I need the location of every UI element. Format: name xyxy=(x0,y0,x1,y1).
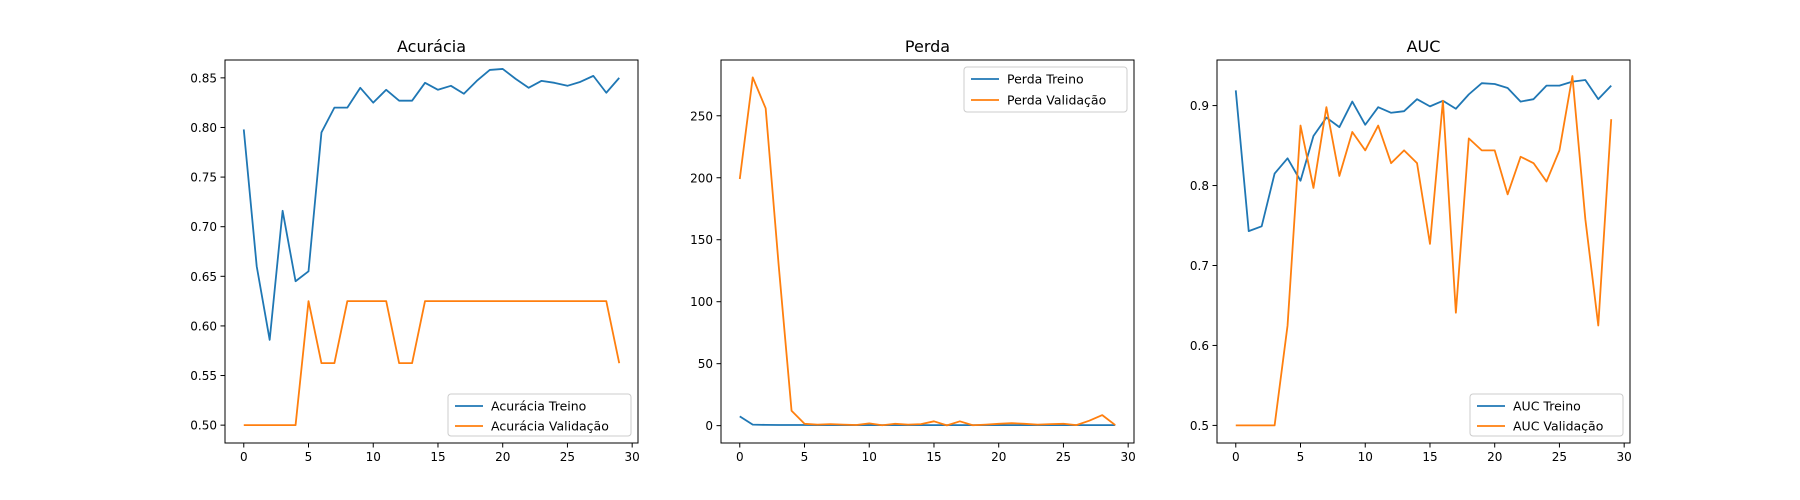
chart-title: Acurácia xyxy=(397,37,466,56)
y-tick-label: 0.7 xyxy=(1190,259,1209,273)
legend-box xyxy=(447,393,632,437)
axis-ticks: 0 5 10 15 20 25 30 0.50 0.55 0.60 0.65 0.70 0.75 0.80… xyxy=(190,71,640,464)
x-tick-label: 5 xyxy=(801,450,809,464)
y-tick-label: 200 xyxy=(690,171,713,185)
x-tick-label: 20 xyxy=(495,450,510,464)
chart-title: Perda xyxy=(905,37,950,56)
subplot-auc: AUC 0 5 10 15 20 25 30 0.5 0.6 0.7 0.8 0.9 AUC Trei… xyxy=(1190,37,1632,464)
plot-frame xyxy=(1216,59,1631,444)
legend-label-treino: Perda Treino xyxy=(1007,72,1084,87)
series-line-perda-valida-o xyxy=(738,76,1116,427)
legend: AUC Treino AUC Validação xyxy=(1469,393,1624,437)
x-tick-label: 0 xyxy=(240,450,248,464)
legend: Perda Treino Perda Validação xyxy=(963,66,1128,113)
y-tick-label: 0.50 xyxy=(190,419,217,433)
y-tick-label: 0.80 xyxy=(190,121,217,135)
series-line-acur-cia-valida-o xyxy=(243,300,621,427)
x-tick-label: 30 xyxy=(1121,450,1136,464)
legend-label-validacao: Perda Validação xyxy=(1007,93,1106,108)
legend: Acurácia Treino Acurácia Validação xyxy=(447,393,632,437)
series-line-acur-cia-treino xyxy=(242,68,620,341)
axis-ticks: 0 5 10 15 20 25 30 0 50 100 150 200 250 xyxy=(690,109,1136,464)
y-tick-label: 100 xyxy=(690,295,713,309)
y-tick-label: 0.9 xyxy=(1190,99,1209,113)
y-tick-label: 0.55 xyxy=(190,369,217,383)
x-tick-label: 5 xyxy=(305,450,313,464)
axis-ticks: 0 5 10 15 20 25 30 0.5 0.6 0.7 0.8 0.9 xyxy=(1190,99,1632,464)
y-tick-label: 0.6 xyxy=(1190,339,1209,353)
y-tick-label: 0.5 xyxy=(1190,419,1209,433)
y-tick-label: 0.65 xyxy=(190,270,217,284)
x-tick-label: 20 xyxy=(1487,450,1502,464)
legend-label-validacao: AUC Validação xyxy=(1513,419,1603,434)
x-tick-label: 15 xyxy=(926,450,941,464)
x-tick-label: 30 xyxy=(625,450,640,464)
legend-box xyxy=(963,66,1128,113)
series-lines xyxy=(1234,75,1613,427)
y-tick-label: 0.70 xyxy=(190,220,217,234)
plot-frame xyxy=(720,59,1135,444)
x-tick-label: 10 xyxy=(1358,450,1373,464)
y-tick-label: 250 xyxy=(690,109,713,123)
x-tick-label: 15 xyxy=(430,450,445,464)
series-lines xyxy=(242,68,621,427)
x-tick-label: 25 xyxy=(560,450,575,464)
x-tick-label: 25 xyxy=(1056,450,1071,464)
x-tick-label: 10 xyxy=(862,450,877,464)
y-tick-label: 50 xyxy=(698,357,713,371)
x-tick-label: 20 xyxy=(991,450,1006,464)
y-tick-label: 0.60 xyxy=(190,319,217,333)
x-tick-label: 10 xyxy=(366,450,381,464)
x-tick-label: 0 xyxy=(1232,450,1240,464)
legend-label-validacao: Acurácia Validação xyxy=(491,419,609,434)
legend-label-treino: AUC Treino xyxy=(1513,399,1581,414)
plot-frame xyxy=(224,59,639,444)
chart-title: AUC xyxy=(1407,37,1441,56)
subplot-perda: Perda 0 5 10 15 20 25 30 0 50 100 150 200 250 Perda … xyxy=(690,37,1136,464)
y-tick-label: 0 xyxy=(705,419,713,433)
series-line-perda-treino xyxy=(739,415,1116,427)
x-tick-label: 15 xyxy=(1422,450,1437,464)
series-lines xyxy=(738,76,1116,427)
legend-label-treino: Acurácia Treino xyxy=(491,399,586,414)
y-tick-label: 0.8 xyxy=(1190,179,1209,193)
y-tick-label: 0.75 xyxy=(190,171,217,185)
y-tick-label: 0.85 xyxy=(190,71,217,85)
x-tick-label: 30 xyxy=(1617,450,1632,464)
x-tick-label: 25 xyxy=(1552,450,1567,464)
y-tick-label: 150 xyxy=(690,233,713,247)
legend-box xyxy=(1469,393,1624,437)
series-line-auc-valida-o xyxy=(1235,75,1613,427)
series-line-auc-treino xyxy=(1234,79,1612,233)
subplot-acuracia: Acurácia 0 5 10 15 20 25 30 0.50 0.55 0.60 0.65 0.7… xyxy=(190,37,640,464)
x-tick-label: 0 xyxy=(736,450,744,464)
x-tick-label: 5 xyxy=(1297,450,1305,464)
